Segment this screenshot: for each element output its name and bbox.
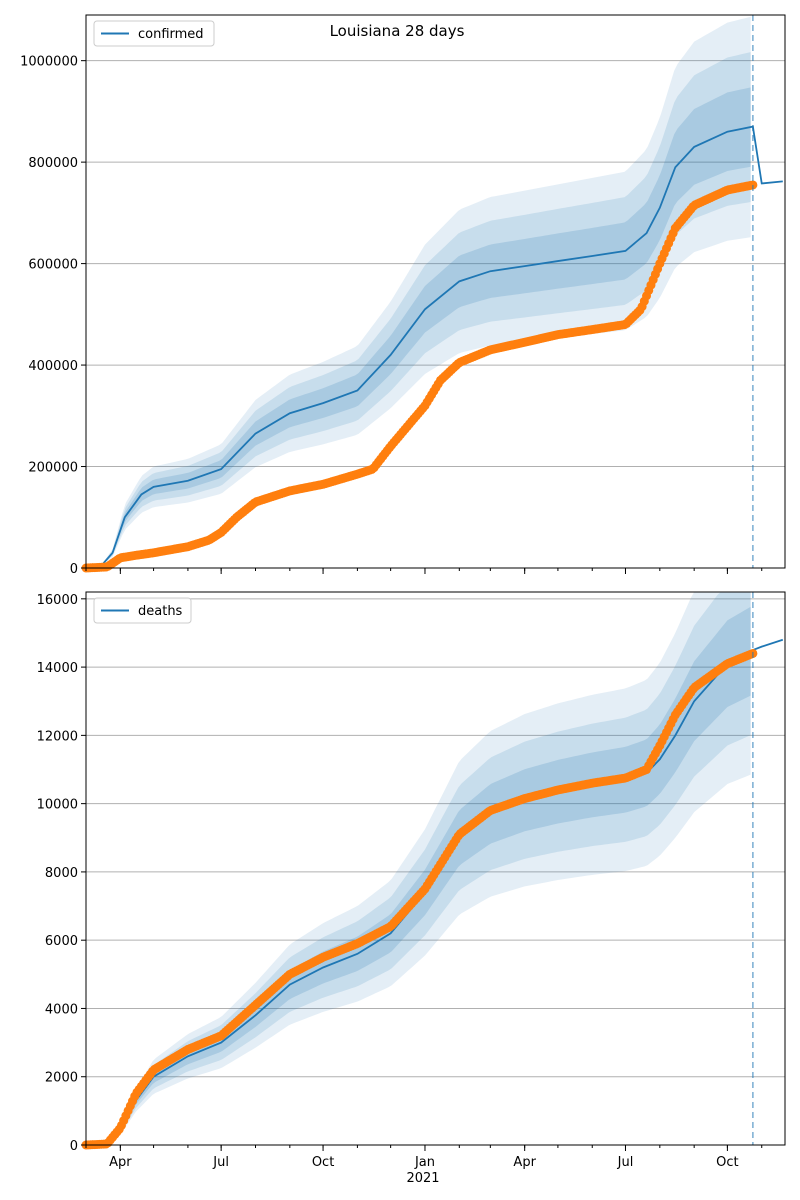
x-tick-label: Apr (109, 1155, 132, 1170)
y-tick-label: 800000 (28, 156, 78, 171)
x-tick-label: Jul (212, 1155, 229, 1170)
x-tick-label: Apr (513, 1155, 536, 1170)
confirmed-panel: 0 200000 400000 600000 800000 1000000 confirme… (20, 14, 786, 577)
uncertainty-band (86, 87, 751, 568)
y-tick-label: 14000 (37, 661, 78, 676)
y-tick-label: 600000 (28, 258, 78, 273)
y-tick-label: 6000 (45, 934, 78, 949)
y-tick-label: 0 (70, 562, 78, 577)
x-axis-year-label: 2021 (406, 1171, 439, 1186)
deaths-panel: 0 2000 4000 6000 8000 10000 12000 14000 16000 Apr… (37, 591, 786, 1170)
y-tick-label: 12000 (37, 729, 78, 744)
observed-point (748, 180, 758, 190)
y-tick-label: 200000 (28, 461, 78, 476)
legend-entry: confirmed (138, 27, 204, 42)
y-tick-label: 10000 (37, 798, 78, 813)
y-tick-label: 2000 (45, 1071, 78, 1086)
x-tick-label: Oct (716, 1155, 738, 1170)
y-tick-label: 16000 (37, 593, 78, 608)
plot-frame (85, 591, 786, 1146)
x-tick-label: Jan (414, 1155, 435, 1170)
legend-box (93, 20, 215, 47)
x-tick-label: Jul (617, 1155, 634, 1170)
y-tick-label: 8000 (45, 866, 78, 881)
y-tick-label: 4000 (45, 1002, 78, 1017)
uncertainty-band (86, 16, 751, 568)
legend-entry: deaths (138, 604, 183, 619)
model-median-line (85, 125, 783, 569)
chart-title: Louisiana 28 days (330, 22, 465, 40)
y-tick-label: 0 (70, 1139, 78, 1154)
uncertainty-band (86, 52, 751, 568)
y-tick-label: 1000000 (20, 55, 78, 70)
plot-frame (85, 14, 786, 569)
x-tick-label: Oct (312, 1155, 334, 1170)
y-tick-label: 400000 (28, 359, 78, 374)
legend-box (93, 597, 192, 624)
